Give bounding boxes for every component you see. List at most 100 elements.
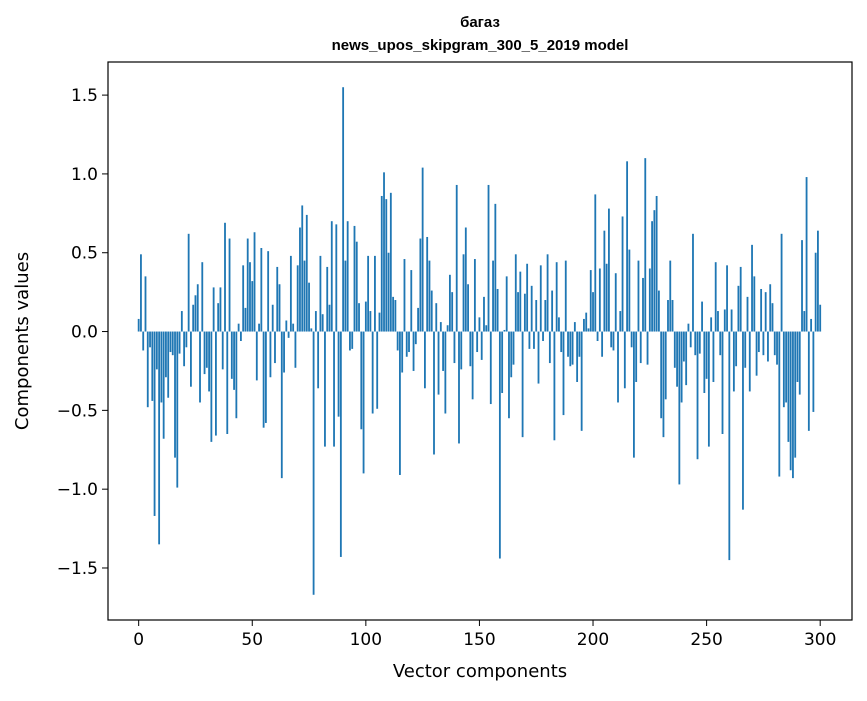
bar	[485, 325, 488, 332]
bar	[210, 331, 213, 442]
bar	[630, 331, 633, 348]
bar	[358, 303, 360, 332]
bar	[792, 331, 794, 479]
bar	[426, 236, 429, 332]
bar	[394, 300, 397, 332]
bar	[408, 331, 410, 353]
bar	[619, 311, 622, 332]
bar	[269, 331, 272, 378]
bar	[678, 331, 681, 485]
bar	[589, 270, 592, 332]
bar	[523, 293, 526, 332]
bar	[508, 331, 510, 419]
bar	[651, 221, 653, 332]
bar	[271, 304, 274, 332]
bar	[773, 331, 776, 356]
bar	[737, 285, 740, 332]
bar	[687, 323, 690, 332]
plot-frame	[107, 61, 853, 621]
bar	[215, 331, 217, 436]
x-tick-label: 50	[241, 630, 263, 650]
bar	[762, 331, 765, 356]
bar	[458, 331, 460, 444]
bar	[564, 260, 567, 332]
bar	[371, 331, 374, 414]
bar	[785, 331, 788, 403]
bar	[592, 292, 594, 332]
bar	[151, 331, 154, 401]
bar	[671, 300, 674, 332]
bar	[246, 238, 249, 332]
bar	[528, 331, 531, 349]
bar	[283, 331, 285, 373]
bar	[814, 252, 817, 332]
bar	[451, 292, 454, 332]
bar	[612, 331, 615, 351]
bar	[255, 331, 258, 381]
bar	[278, 284, 281, 332]
bar	[621, 216, 624, 332]
y-tick-label: 1.5	[71, 86, 98, 106]
bar	[462, 254, 465, 332]
bar	[526, 263, 529, 332]
bar	[537, 331, 540, 384]
bar	[685, 331, 688, 386]
bar	[224, 222, 226, 332]
bar	[503, 329, 506, 332]
bar	[608, 208, 610, 332]
bar	[696, 331, 699, 460]
bar	[662, 331, 665, 438]
bar	[467, 284, 469, 332]
bar	[751, 244, 753, 332]
bar	[219, 287, 222, 332]
bar	[228, 238, 231, 332]
bar	[735, 331, 738, 367]
bar	[594, 194, 597, 332]
bar	[190, 331, 192, 387]
bar	[576, 331, 579, 382]
bar	[414, 331, 417, 345]
bar	[728, 331, 731, 561]
bar	[646, 331, 649, 365]
bar	[801, 240, 803, 332]
bar	[483, 296, 485, 332]
bar	[153, 331, 156, 516]
bar	[617, 331, 619, 403]
bar	[201, 262, 204, 332]
chart-title-line2: news_upos_skipgram_300_5_2019 model	[332, 37, 629, 54]
bar	[664, 331, 667, 400]
chart-title-line1: багаз	[460, 14, 500, 31]
bar	[692, 233, 694, 332]
bar	[167, 331, 170, 398]
bar	[732, 331, 735, 392]
bar	[203, 331, 206, 375]
bar	[212, 287, 215, 332]
bar	[369, 311, 372, 332]
bar	[530, 285, 533, 332]
bar	[308, 282, 310, 332]
bar	[360, 331, 363, 430]
bar	[633, 331, 635, 458]
bar	[562, 331, 565, 416]
x-tick-label: 250	[690, 630, 722, 650]
x-tick-label: 200	[577, 630, 609, 650]
bar	[383, 172, 385, 332]
bar	[571, 331, 574, 365]
bar	[412, 331, 415, 371]
bar	[251, 281, 254, 332]
bar	[535, 300, 538, 332]
bar	[351, 331, 354, 349]
bar	[721, 331, 724, 434]
bar	[439, 322, 442, 332]
bar	[401, 331, 404, 373]
bar	[301, 205, 304, 332]
bar	[324, 331, 326, 447]
bar	[142, 331, 145, 351]
bar	[637, 260, 640, 332]
bar	[183, 331, 186, 367]
bar	[196, 284, 199, 332]
bar	[405, 331, 408, 357]
bar	[437, 331, 440, 395]
bar	[435, 303, 438, 332]
